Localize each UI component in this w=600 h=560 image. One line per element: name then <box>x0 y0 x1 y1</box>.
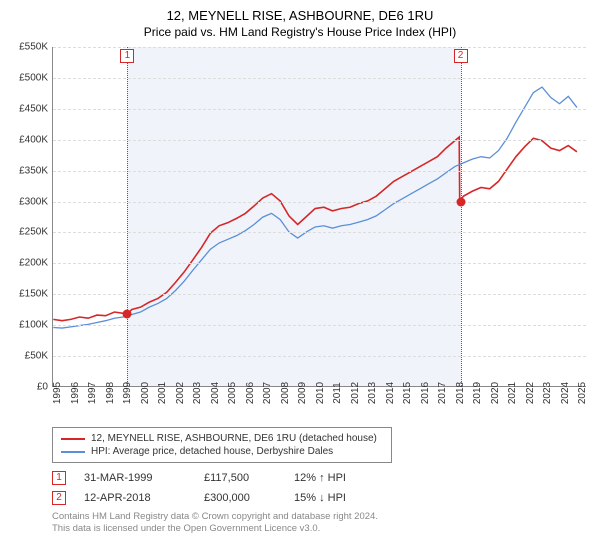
plot-region: 12 <box>52 47 586 387</box>
footer-line-1: Contains HM Land Registry data © Crown c… <box>52 511 592 523</box>
y-tick-label: £0 <box>37 382 48 393</box>
y-tick-label: £250K <box>19 227 48 238</box>
x-tick-label: 2022 <box>525 382 536 404</box>
sale-row-marker: 1 <box>52 471 66 485</box>
x-tick-label: 2015 <box>402 382 413 404</box>
gridline <box>53 294 586 295</box>
y-tick-label: £500K <box>19 72 48 83</box>
chart-subtitle: Price paid vs. HM Land Registry's House … <box>8 25 592 39</box>
x-tick-label: 2007 <box>262 382 273 404</box>
sale-marker-dot <box>456 197 465 206</box>
legend: 12, MEYNELL RISE, ASHBOURNE, DE6 1RU (de… <box>52 427 392 463</box>
series-line <box>53 137 577 321</box>
legend-label: HPI: Average price, detached house, Derb… <box>91 446 333 457</box>
x-tick-label: 1999 <box>122 382 133 404</box>
x-tick-label: 2011 <box>332 382 343 404</box>
gridline <box>53 325 586 326</box>
sale-row-price: £117,500 <box>204 472 294 484</box>
y-tick-label: £450K <box>19 103 48 114</box>
sale-marker-box: 1 <box>120 49 134 63</box>
x-tick-label: 2018 <box>455 382 466 404</box>
x-tick-label: 2000 <box>140 382 151 404</box>
y-tick-label: £50K <box>25 351 48 362</box>
x-tick-label: 2009 <box>297 382 308 404</box>
footer-line-2: This data is licensed under the Open Gov… <box>52 523 592 535</box>
x-tick-label: 2005 <box>227 382 238 404</box>
line-svg <box>53 47 586 386</box>
gridline <box>53 202 586 203</box>
x-tick-label: 2017 <box>437 382 448 404</box>
x-tick-label: 2013 <box>367 382 378 404</box>
sales-table: 1 31-MAR-1999£117,50012% ↑ HPI 2 12-APR-201… <box>52 471 592 505</box>
x-tick-label: 2004 <box>210 382 221 404</box>
gridline <box>53 78 586 79</box>
x-tick-label: 1997 <box>87 382 98 404</box>
sale-row-price: £300,000 <box>204 492 294 504</box>
legend-swatch <box>61 451 85 453</box>
x-tick-label: 2020 <box>490 382 501 404</box>
chart-area: £0 £50K £100K £150K £200K £250K £300K £350K £400… <box>8 43 592 423</box>
legend-swatch <box>61 438 85 440</box>
gridline <box>53 109 586 110</box>
x-tick-label: 2012 <box>350 382 361 404</box>
sale-marker-box: 2 <box>454 49 468 63</box>
series-line <box>53 87 577 328</box>
x-tick-label: 2003 <box>192 382 203 404</box>
y-tick-label: £100K <box>19 320 48 331</box>
gridline <box>53 356 586 357</box>
sale-row-date: 12-APR-2018 <box>84 492 204 504</box>
sale-marker-dot <box>123 310 132 319</box>
y-tick-label: £300K <box>19 196 48 207</box>
legend-item: HPI: Average price, detached house, Derb… <box>61 445 383 458</box>
y-tick-label: £200K <box>19 258 48 269</box>
sale-row-marker: 2 <box>52 491 66 505</box>
x-tick-label: 2002 <box>175 382 186 404</box>
x-tick-label: 2010 <box>315 382 326 404</box>
x-tick-label: 1998 <box>105 382 116 404</box>
x-tick-label: 2021 <box>507 382 518 404</box>
x-tick-label: 2024 <box>560 382 571 404</box>
y-tick-label: £150K <box>19 289 48 300</box>
chart-title: 12, MEYNELL RISE, ASHBOURNE, DE6 1RU <box>8 8 592 23</box>
gridline <box>53 263 586 264</box>
x-tick-label: 2019 <box>472 382 483 404</box>
gridline <box>53 47 586 48</box>
sale-row-delta: 15% ↓ HPI <box>294 492 384 504</box>
sale-row: 1 31-MAR-1999£117,50012% ↑ HPI <box>52 471 592 485</box>
y-tick-label: £350K <box>19 165 48 176</box>
y-axis: £0£50K£100K£150K£200K£250K£300K£350K£400… <box>8 47 50 387</box>
legend-item: 12, MEYNELL RISE, ASHBOURNE, DE6 1RU (de… <box>61 432 383 445</box>
sale-row: 2 12-APR-2018£300,00015% ↓ HPI <box>52 491 592 505</box>
sale-marker-vline <box>461 47 462 386</box>
x-tick-label: 2001 <box>157 382 168 404</box>
sale-row-delta: 12% ↑ HPI <box>294 472 384 484</box>
gridline <box>53 140 586 141</box>
y-tick-label: £550K <box>19 42 48 53</box>
x-tick-label: 2008 <box>280 382 291 404</box>
gridline <box>53 171 586 172</box>
x-tick-label: 2016 <box>420 382 431 404</box>
x-tick-label: 1995 <box>52 382 63 404</box>
x-tick-label: 2006 <box>245 382 256 404</box>
legend-label: 12, MEYNELL RISE, ASHBOURNE, DE6 1RU (de… <box>91 433 377 444</box>
footer-attribution: Contains HM Land Registry data © Crown c… <box>52 511 592 536</box>
x-tick-label: 2023 <box>542 382 553 404</box>
sale-marker-vline <box>127 47 128 386</box>
sale-row-date: 31-MAR-1999 <box>84 472 204 484</box>
x-tick-label: 2025 <box>577 382 588 404</box>
y-tick-label: £400K <box>19 134 48 145</box>
x-tick-label: 2014 <box>385 382 396 404</box>
x-tick-label: 1996 <box>70 382 81 404</box>
gridline <box>53 232 586 233</box>
